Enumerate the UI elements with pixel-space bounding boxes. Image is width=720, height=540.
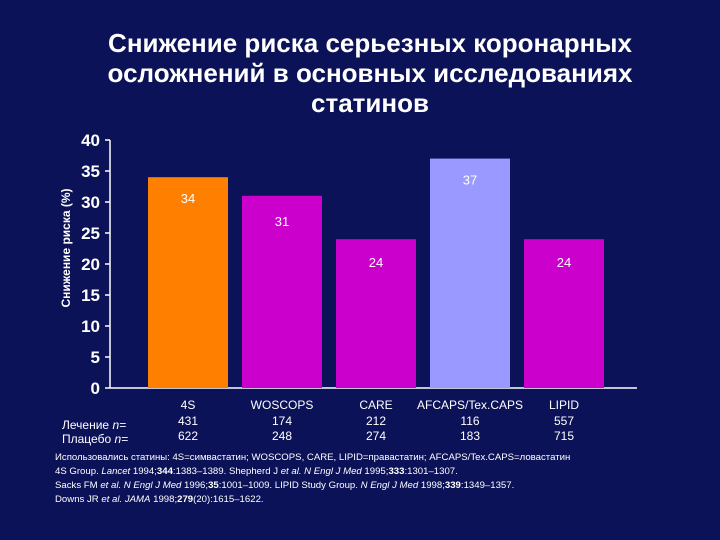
- bar-lipid: [524, 239, 604, 388]
- references-line-2: 4S Group. Lancet 1994;344:1383–1389. She…: [55, 465, 695, 479]
- placebo-row-label: Плацебо n=: [62, 432, 128, 446]
- placebo-n-value: 622: [178, 429, 198, 443]
- ref-volume: 339: [444, 480, 461, 491]
- category-label: LIPID: [549, 398, 579, 412]
- y-tick-label: 25: [81, 224, 100, 243]
- data-label: 24: [557, 255, 571, 270]
- category-label: 4S: [181, 398, 196, 412]
- ref-text: 1994;: [130, 466, 157, 477]
- ref-text: 1996;: [181, 480, 209, 491]
- ref-volume: 333: [388, 466, 405, 477]
- y-tick-label: 0: [91, 379, 100, 398]
- placebo-n-value: 715: [554, 429, 574, 443]
- data-label: 34: [181, 191, 195, 206]
- treatment-row-label: Лечение n=: [62, 418, 126, 432]
- ref-journal: et al. JAMA: [101, 494, 151, 505]
- treatment-n-value: 431: [178, 414, 198, 428]
- ref-text: :1001–1009. LIPID Study Group.: [218, 480, 361, 491]
- ref-journal: et al. N Engl J Med: [100, 480, 182, 491]
- placebo-n-label: n=: [114, 432, 129, 446]
- ref-text: 1998;: [150, 494, 178, 505]
- ref-text: :1383–1389. Shepherd J: [172, 466, 281, 477]
- data-label: 31: [275, 214, 289, 229]
- ref-text: (20):1615–1622.: [193, 494, 264, 505]
- y-axis-title: Снижение риска (%): [59, 188, 73, 307]
- bar-care: [336, 239, 416, 388]
- ref-text: 4S Group.: [55, 466, 102, 477]
- bar-4s: [148, 177, 228, 388]
- y-tick-label: 35: [81, 162, 100, 181]
- placebo-n-value: 183: [460, 429, 480, 443]
- category-label: AFCAPS/Tex.CAPS: [417, 398, 523, 412]
- references-line-3: Sacks FM et al. N Engl J Med 1996;35:100…: [55, 479, 695, 493]
- y-tick-label: 40: [81, 131, 100, 150]
- bar-woscops: [242, 195, 322, 388]
- treatment-n-value: 557: [554, 414, 574, 428]
- ref-text: 1995;: [361, 466, 389, 477]
- bar-chart: 0 5 10 15 20 25 30 35 40 Снижение риска (%) 34 4S 43…: [59, 131, 637, 443]
- ref-journal: et al. N Engl J Med: [280, 466, 362, 477]
- ref-text: :1301–1307.: [404, 466, 458, 477]
- treatment-n-value: 174: [272, 414, 292, 428]
- ref-text: 1998;: [418, 480, 445, 491]
- ref-volume: 344: [156, 466, 173, 477]
- placebo-n-value: 248: [272, 429, 292, 443]
- y-tick-label: 15: [81, 286, 100, 305]
- ref-text: Downs JR: [55, 494, 102, 505]
- placebo-n-value: 274: [366, 429, 386, 443]
- bar-afcaps-tex-caps: [430, 158, 510, 388]
- ref-journal: N Engl J Med: [360, 480, 419, 491]
- ref-text: Sacks FM: [55, 480, 101, 491]
- y-tick-label: 20: [81, 255, 100, 274]
- references: Использовались статины: 4S=симвастатин; …: [55, 451, 695, 507]
- treatment-n-value: 212: [366, 414, 386, 428]
- title-line-1: Снижение риска серьезных коронарных: [108, 28, 632, 58]
- statins-used-text: Использовались статины: 4S=симвастатин; …: [55, 452, 571, 463]
- slide-title: Снижение риска серьезных коронарных осло…: [60, 28, 680, 118]
- data-label: 37: [463, 173, 477, 188]
- references-line-1: Использовались статины: 4S=симвастатин; …: [55, 451, 695, 465]
- treatment-n-value: 116: [460, 414, 479, 428]
- ref-volume: 279: [177, 494, 194, 505]
- ref-journal: Lancet: [101, 466, 131, 477]
- ref-volume: 35: [208, 480, 219, 491]
- title-line-3: статинов: [311, 88, 429, 118]
- references-line-4: Downs JR et al. JAMA 1998;279(20):1615–1…: [55, 493, 695, 507]
- category-label: WOSCOPS: [251, 398, 314, 412]
- category-label: CARE: [359, 398, 392, 412]
- treatment-n-label: n=: [112, 418, 127, 432]
- title-line-2: осложнений в основных исследованиях: [107, 58, 633, 88]
- treatment-label: Лечение: [62, 418, 110, 432]
- y-tick-label: 5: [91, 348, 100, 367]
- data-label: 24: [369, 255, 383, 270]
- y-tick-label: 30: [81, 193, 100, 212]
- placebo-label: Плацебо: [62, 432, 112, 446]
- ref-text: :1349–1357.: [460, 480, 515, 491]
- y-tick-label: 10: [81, 317, 100, 336]
